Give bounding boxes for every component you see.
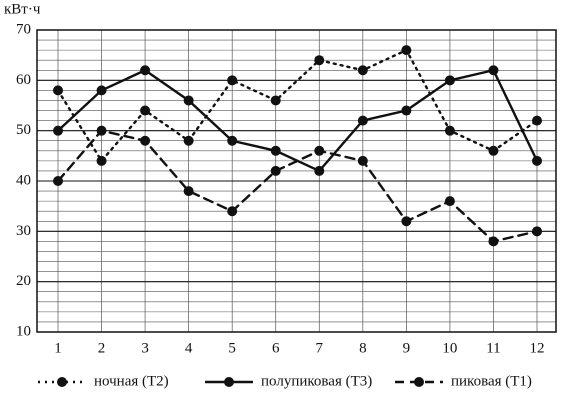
data-point: [488, 65, 499, 76]
x-tick-label: 10: [442, 340, 457, 356]
legend-label: пиковая (Т1): [451, 373, 532, 389]
plot-frame: [36, 29, 557, 333]
data-point: [53, 85, 63, 96]
data-point: [488, 236, 499, 247]
y-tick-label: 30: [16, 223, 31, 239]
data-point: [227, 135, 238, 146]
data-point: [183, 135, 194, 146]
data-point: [53, 125, 63, 136]
data-point: [444, 75, 455, 86]
data-point: [314, 165, 325, 176]
x-tick-label: 8: [359, 340, 367, 356]
data-point: [96, 85, 107, 96]
data-point: [444, 196, 455, 207]
x-tick-label: 3: [141, 340, 149, 356]
data-point: [140, 135, 151, 146]
y-tick-label: 50: [16, 122, 31, 138]
x-tick-label: 4: [185, 340, 193, 356]
data-point: [532, 155, 542, 166]
y-axis-label: кВт·ч: [4, 1, 41, 17]
x-tick-label: 12: [530, 340, 545, 356]
legend-label: ночная (Т2): [94, 373, 169, 389]
legend-marker: [414, 377, 424, 387]
data-point: [270, 145, 281, 156]
data-point: [314, 145, 325, 156]
data-point: [532, 115, 542, 126]
legend-label: полупиковая (Т3): [261, 373, 372, 389]
data-point: [401, 216, 412, 227]
data-point: [314, 55, 325, 66]
y-tick-label: 10: [16, 323, 31, 339]
data-point: [140, 65, 151, 76]
y-tick-label: 40: [16, 172, 31, 188]
x-tick-label: 5: [228, 340, 236, 356]
x-tick-label: 6: [272, 340, 280, 356]
x-tick-label: 7: [316, 340, 324, 356]
legend-marker: [57, 377, 67, 387]
data-point: [96, 125, 107, 136]
data-point: [96, 155, 107, 166]
data-point: [140, 105, 151, 116]
y-tick-label: 20: [16, 273, 31, 289]
data-point: [227, 75, 238, 86]
x-tick-label: 1: [54, 340, 62, 356]
legend-marker: [224, 377, 234, 387]
data-point: [357, 65, 368, 76]
data-point: [401, 105, 412, 116]
data-point: [401, 45, 412, 56]
data-point: [488, 145, 499, 156]
data-point: [270, 95, 281, 106]
y-tick-label: 60: [16, 72, 31, 88]
data-point: [532, 226, 542, 237]
data-point: [444, 125, 455, 136]
x-tick-label: 9: [403, 340, 411, 356]
data-point: [183, 186, 194, 197]
data-point: [270, 165, 281, 176]
series-line: [56, 129, 539, 243]
data-point: [227, 206, 238, 217]
data-point: [53, 176, 63, 186]
x-tick-label: 2: [98, 340, 106, 356]
series-line: [56, 48, 539, 163]
data-point: [357, 155, 368, 166]
y-tick-label: 70: [16, 21, 31, 37]
data-point: [183, 95, 194, 106]
data-point: [357, 115, 368, 126]
x-tick-label: 11: [486, 340, 500, 356]
